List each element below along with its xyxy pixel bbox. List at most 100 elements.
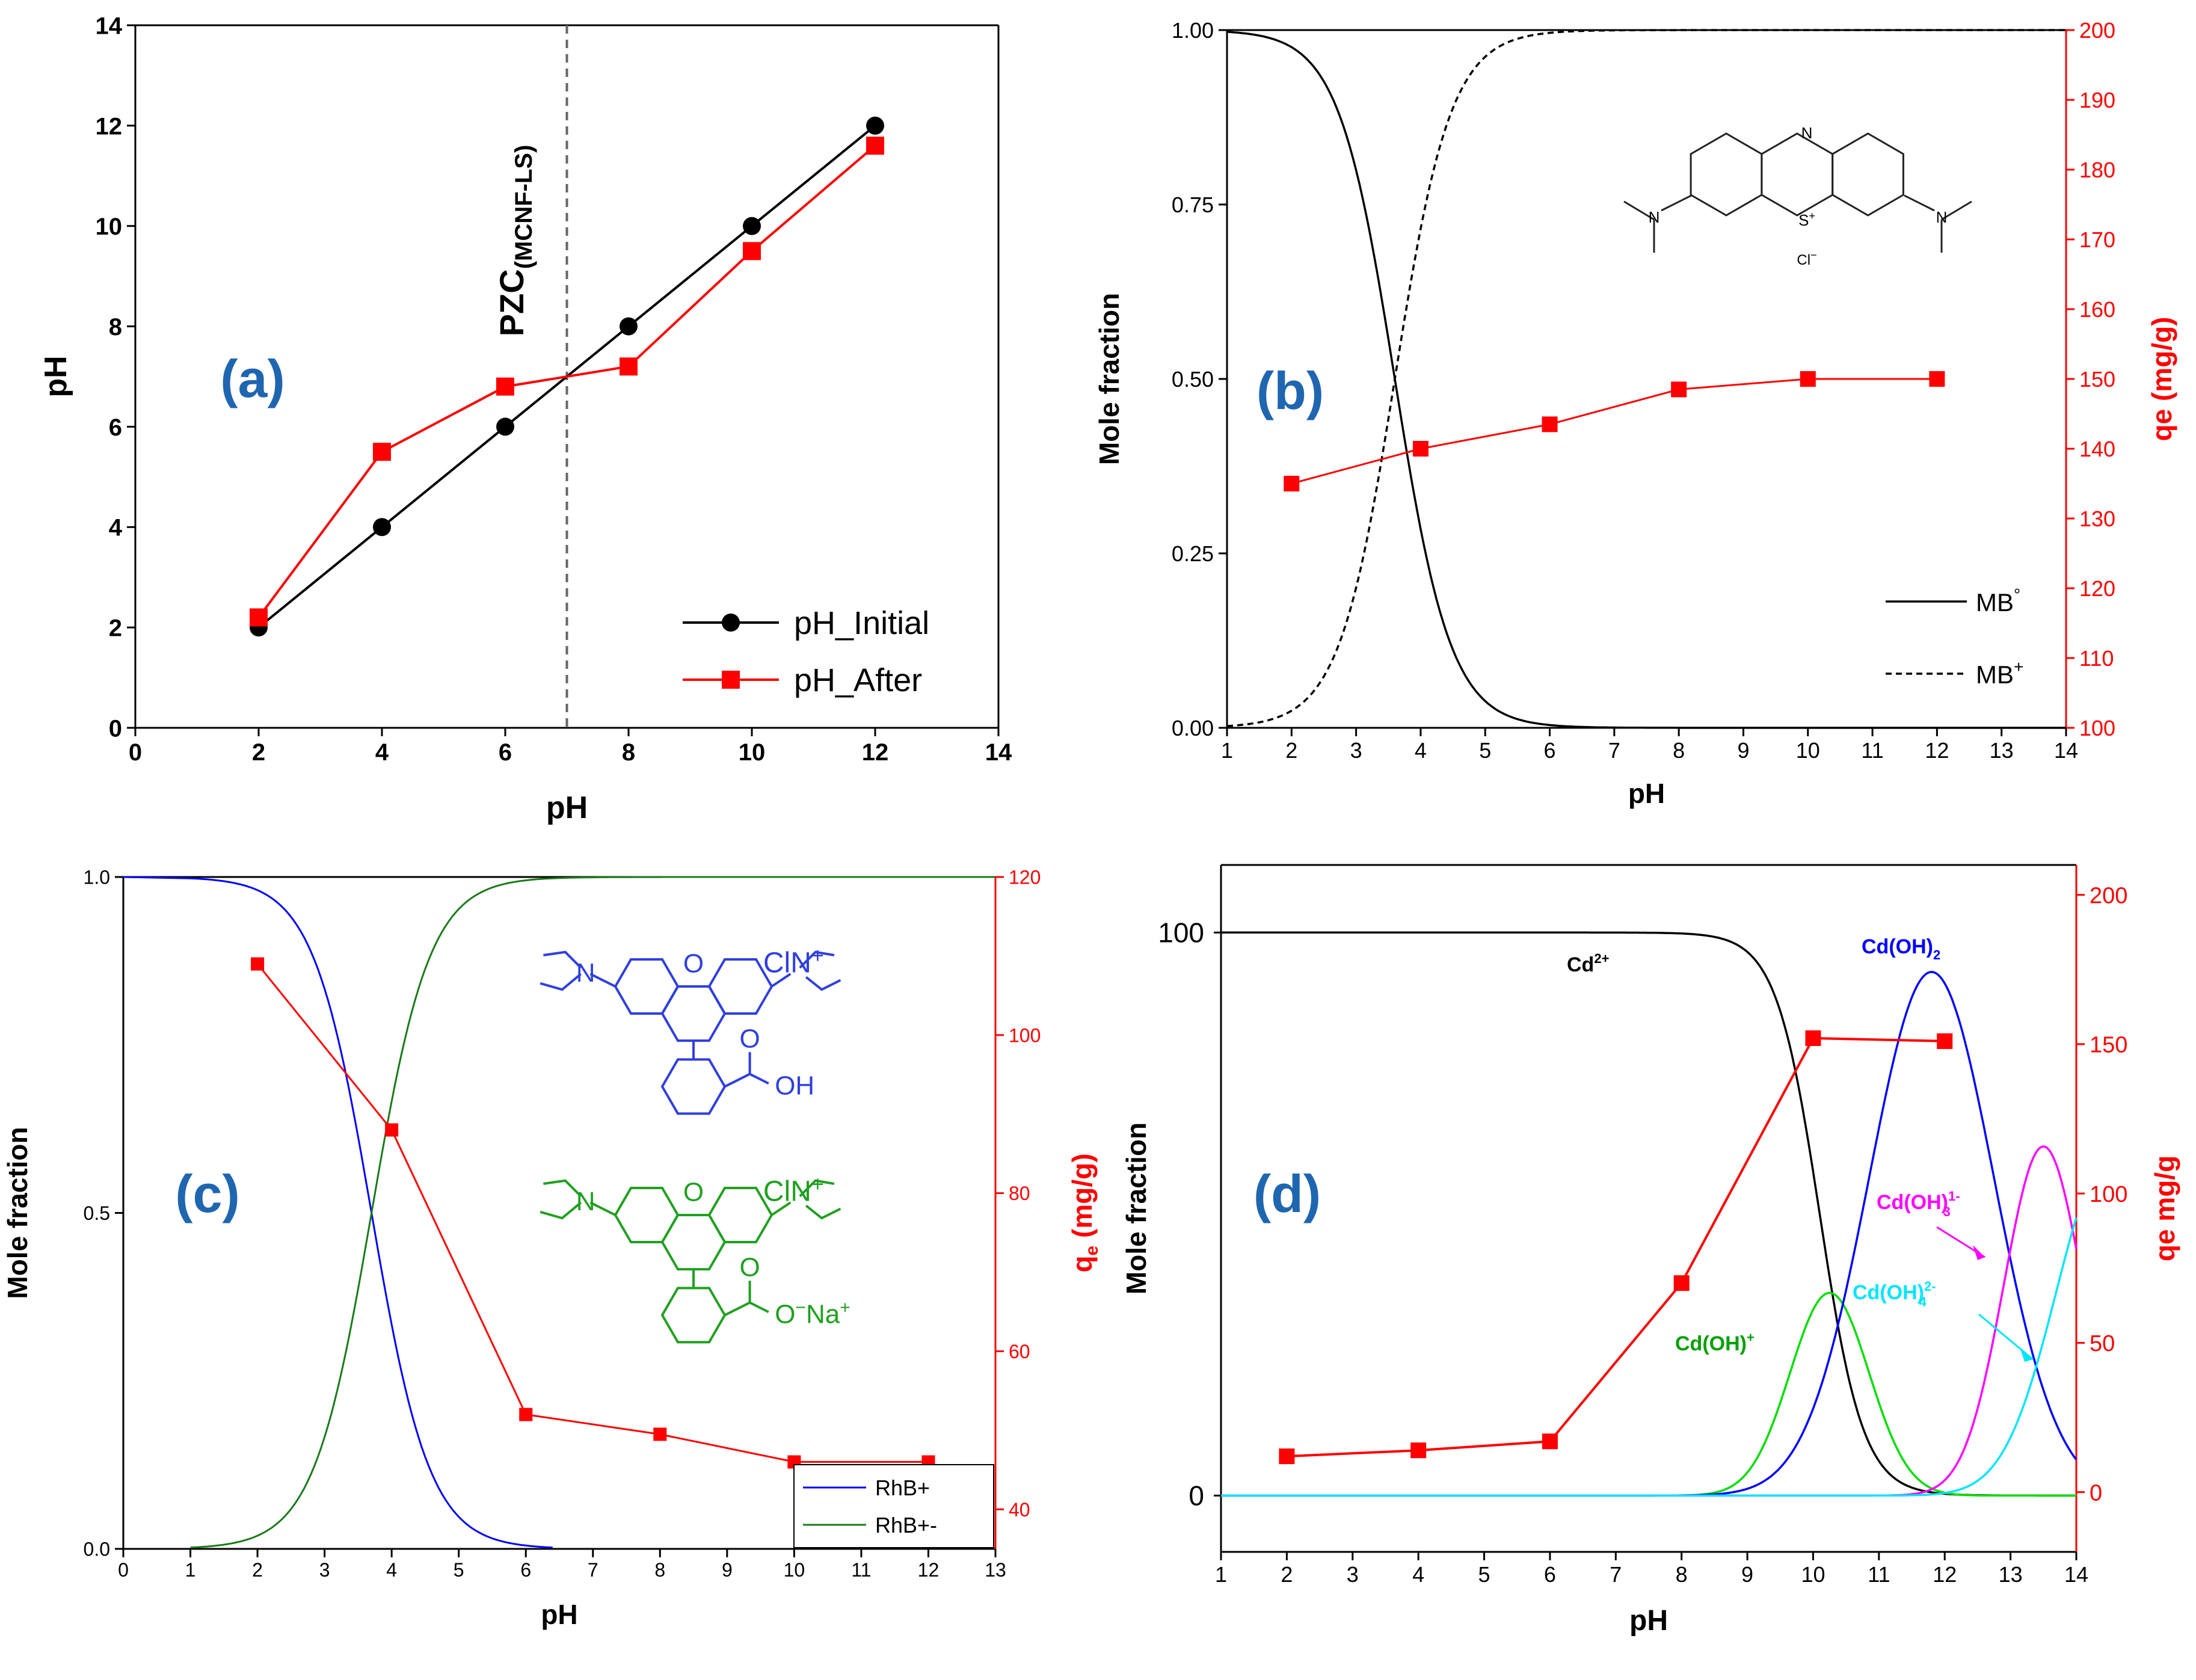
x-tick-label: 8 [654,1559,665,1581]
x-tick-label: 14 [985,739,1012,766]
ring-right [707,958,774,1015]
atom-n-left: N [576,958,595,988]
y-tick-label: 4 [109,515,123,541]
y-tick-label: 1.00 [1172,18,1214,43]
x-tick-label: 12 [918,1559,940,1581]
qe-point [1805,1030,1821,1046]
methylene-blue-structure [1623,132,1972,253]
y2-axis-title: qe (mg/g) [2146,317,2177,442]
x-tick-label: 12 [862,739,889,766]
qe-point [653,1427,667,1441]
qe-point [1542,1433,1558,1450]
y2-axis-title: qe (mg/g) [1066,1153,1102,1272]
legend-label: RhB+- [875,1513,937,1537]
x-tick-label: 6 [499,739,512,766]
y2-tick-label: 150 [2079,367,2115,392]
y2-tick-label: 140 [2079,437,2115,461]
panel-label: (c) [175,1164,240,1223]
y-axis-title: Mole fraction [2,1127,33,1299]
legend-label: RhB+ [875,1475,930,1500]
bond-co [749,1301,769,1313]
x-tick-label: 6 [1544,738,1556,763]
rhodamine-b-salt-structure [540,1179,841,1344]
x-tick-label: 0 [129,739,142,766]
atom-o-ring: O [683,1178,704,1207]
qe-point [1279,1448,1295,1465]
y2-tick-label: 40 [1009,1499,1030,1521]
qe-point [385,1123,399,1137]
x-tick-label: 2 [252,739,265,766]
data-point-pH_After [866,137,884,155]
ring-middle [660,1214,727,1271]
x-tick-label: 4 [1412,1562,1424,1587]
legend-box [793,1464,994,1548]
x-tick-label: 14 [2064,1562,2088,1587]
rhodamine-b-acid-structure [540,950,841,1115]
ring-middle [660,985,727,1042]
legend-marker [722,671,740,689]
y-tick-label: 0 [109,715,122,742]
series-line-pH_After [257,144,876,618]
qe-point [1800,371,1816,387]
x-tick-label: 1 [185,1559,196,1581]
x-tick-label: 8 [1676,1562,1688,1587]
qe-point [251,957,265,971]
label-cdoh-plus: Cd(OH)+ [1675,1330,1755,1355]
qe-point [1284,476,1300,491]
y-tick-label: 0.0 [84,1539,110,1560]
x-tick-label: 9 [1741,1562,1753,1587]
panel-label: (b) [1256,361,1324,420]
qe-point [1412,441,1429,457]
y2-tick-label: 200 [2079,18,2115,43]
y-tick-label: 6 [109,414,122,441]
bond-n-right [770,973,792,988]
ethyl-down [805,1204,841,1220]
y-tick-label: 0 [1189,1480,1204,1511]
x-tick-label: 10 [1796,738,1820,763]
y2-tick-label: 100 [2079,716,2115,740]
y-axis-title: Mole fraction [1093,293,1125,465]
arrowhead-cdoh3 [1973,1245,1985,1260]
qe-point [1937,1033,1953,1049]
species-curve-Cd2+ [1221,931,2076,1497]
y-tick-label: 0.75 [1172,192,1214,217]
data-point-pH_After [373,443,391,461]
y2-tick-label: 0 [2090,1480,2102,1506]
qe-line [256,963,929,1463]
x-tick-label: 4 [375,739,389,766]
y-tick-label: 0.00 [1172,716,1214,740]
atom-o-carbonyl: O [739,1024,760,1053]
x-axis-title: pH [541,1599,577,1630]
arrowhead-cdoh4 [2020,1347,2033,1362]
x-tick-label: 5 [454,1559,464,1581]
x-tick-label: 10 [784,1559,805,1581]
ring-benzoic [660,1058,727,1115]
x-tick-label: 10 [739,739,766,766]
panel-b-chart: 1 2 3 4 5 6 7 8 9 10 11 12 13 140.000.250.500.751.001… [1093,18,2177,809]
ethyl-down [540,973,582,991]
qe-point [519,1408,533,1421]
x-tick-label: 2 [1285,738,1297,763]
ethyl-up [799,1179,835,1198]
data-point-pH_After [743,242,761,260]
x-tick-label: 12 [1925,738,1949,763]
x-tick-label: 7 [1610,1562,1622,1587]
x-tick-label: 14 [2054,738,2078,763]
bond-carboxyl [724,1072,751,1088]
bond-co [749,1072,769,1085]
ethyl-down [805,976,841,991]
y-tick-label: 100 [1158,917,1204,948]
x-tick-label: 13 [1999,1562,2023,1587]
x-tick-label: 11 [1868,1562,1890,1587]
y2-tick-label: 130 [2079,506,2115,531]
ethyl-up [799,950,835,969]
panel-d-chart: 1 2 3 4 5 6 7 8 9 10 11 12 13 140100050100150200pHMol… [1121,864,2180,1637]
panel-label: (d) [1253,1164,1321,1223]
bond-carboxyl [724,1301,751,1317]
x-tick-label: 11 [1861,738,1883,763]
counterion-cl: Cl− [1797,249,1816,268]
y-tick-label: 10 [96,214,123,240]
x-tick-label: 4 [1415,738,1427,763]
ring-middle [1761,132,1834,217]
x-tick-label: 8 [622,739,635,766]
